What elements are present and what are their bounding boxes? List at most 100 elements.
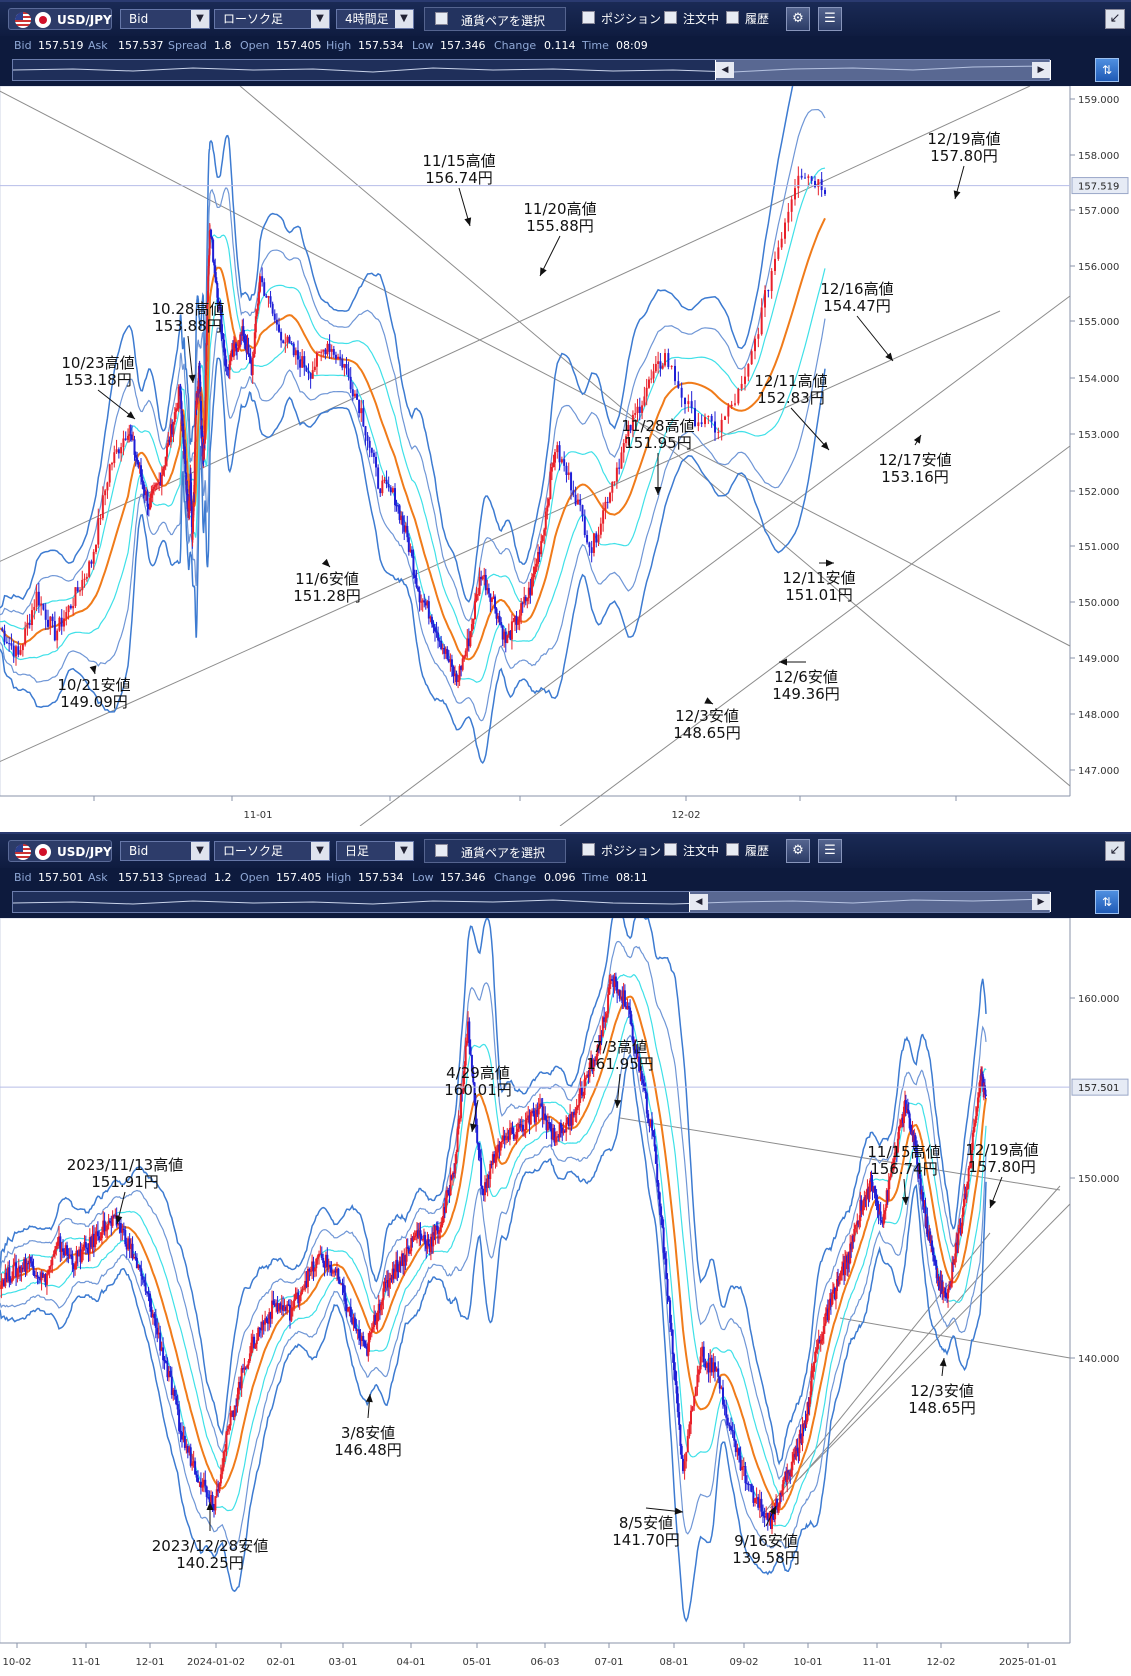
- candle: [217, 297, 220, 305]
- indicator-list-icon[interactable]: ☰: [818, 7, 842, 31]
- select-pair-checkbox[interactable]: [435, 12, 448, 25]
- collapse-icon[interactable]: ↙: [1105, 841, 1125, 861]
- candle: [537, 1107, 540, 1115]
- chart-kind-select[interactable]: ローソク足 ▼: [214, 841, 330, 861]
- candle: [59, 1236, 62, 1253]
- candle: [144, 1282, 147, 1292]
- candle: [781, 1490, 784, 1495]
- candle: [528, 1115, 531, 1125]
- indicator-list-icon[interactable]: ☰: [818, 839, 842, 863]
- navigator-right-handle[interactable]: ▶: [1032, 62, 1050, 78]
- moving-average-line: [0, 217, 826, 661]
- price-type-select[interactable]: Bid ▼: [120, 841, 210, 861]
- candle: [387, 483, 390, 488]
- history-checkbox[interactable]: [726, 11, 739, 24]
- candle: [201, 1484, 204, 1488]
- candle: [202, 1479, 205, 1485]
- symbol-label: USD/JPY: [57, 845, 112, 859]
- candle: [847, 1252, 850, 1270]
- candle: [541, 1106, 544, 1120]
- chart-plot-area[interactable]: 160.000 150.000 140.000 10-02 11-01 12-01 2024…: [0, 902, 1131, 1672]
- navigator-scroll-strip[interactable]: ◀ ▶: [12, 891, 1051, 913]
- candle: [173, 1389, 176, 1397]
- candle: [542, 1113, 545, 1120]
- candle: [945, 1292, 947, 1296]
- candlestick-chart-daily[interactable]: 160.000 150.000 140.000 10-02 11-01 12-01 2024…: [0, 902, 1131, 1672]
- candle: [328, 343, 331, 352]
- candle: [556, 445, 559, 453]
- candle: [480, 1157, 483, 1186]
- candle: [258, 1327, 261, 1329]
- candle: [638, 406, 641, 413]
- candle: [414, 1233, 417, 1236]
- candle: [796, 1447, 799, 1451]
- navigator-right-handle[interactable]: ▶: [1032, 894, 1050, 910]
- zoom-toggle-icon[interactable]: ⇅: [1095, 58, 1119, 82]
- candle: [58, 1236, 60, 1242]
- currency-pair-selector[interactable]: USD/JPY: [8, 8, 112, 30]
- y-tick-label: 151.000: [1078, 542, 1119, 553]
- navigator-window[interactable]: ◀ ▶: [689, 892, 1051, 912]
- toolbar: USD/JPY Bid ▼ ローソク足 ▼ 4時間足 ▼ 通貨ペアを選択 ポジション …: [0, 0, 1131, 36]
- orders-label: 注文中: [683, 844, 720, 858]
- candle: [119, 1223, 122, 1233]
- annotation-label: 148.65円: [673, 724, 741, 742]
- candlestick-chart-4h[interactable]: 159.000 158.000 157.000 156.000 155.000 154.0…: [0, 37, 1131, 827]
- candle: [416, 1230, 418, 1234]
- candle: [575, 1107, 578, 1114]
- chart-plot-area[interactable]: 159.000 158.000 157.000 156.000 155.000 154.0…: [0, 37, 1131, 827]
- candle: [234, 343, 236, 345]
- candle: [229, 353, 232, 361]
- candle: [406, 525, 409, 538]
- position-checkbox[interactable]: [582, 843, 595, 856]
- candle: [804, 1420, 807, 1425]
- timeframe-select[interactable]: 日足 ▼: [336, 841, 414, 861]
- select-pair-button[interactable]: 通貨ペアを選択: [424, 7, 566, 31]
- navigator-window[interactable]: ◀ ▶: [715, 60, 1051, 80]
- current-price-badge: [1071, 177, 1129, 195]
- jp-flag-icon: [35, 844, 51, 860]
- candle: [71, 1255, 74, 1265]
- navigator-scroll-strip[interactable]: ◀ ▶: [12, 59, 1051, 81]
- candle: [801, 1424, 804, 1444]
- candle: [530, 577, 533, 595]
- currency-pair-selector[interactable]: USD/JPY: [8, 840, 112, 862]
- candle: [884, 1207, 887, 1211]
- chart-kind-select[interactable]: ローソク足 ▼: [214, 9, 330, 29]
- position-checkbox[interactable]: [582, 11, 595, 24]
- candle: [481, 1185, 484, 1189]
- candle: [347, 1308, 350, 1312]
- navigator-left-handle[interactable]: ◀: [690, 894, 708, 910]
- candle: [667, 353, 670, 367]
- candle: [79, 1249, 82, 1263]
- zoom-toggle-icon[interactable]: ⇅: [1095, 890, 1119, 914]
- candle: [985, 1094, 987, 1096]
- candle: [76, 587, 79, 592]
- orders-checkbox[interactable]: [664, 843, 677, 856]
- candle: [470, 1054, 473, 1072]
- collapse-icon[interactable]: ↙: [1105, 9, 1125, 29]
- candle: [621, 996, 624, 1004]
- history-checkbox[interactable]: [726, 843, 739, 856]
- candle: [788, 1472, 791, 1474]
- candle: [417, 1230, 420, 1238]
- candle: [872, 1187, 875, 1192]
- candle: [882, 1214, 885, 1225]
- navigator-left-handle[interactable]: ◀: [716, 62, 734, 78]
- candle: [771, 1508, 774, 1529]
- candle: [609, 492, 611, 503]
- candle: [599, 523, 602, 535]
- candle: [510, 621, 513, 640]
- timeframe-select[interactable]: 4時間足 ▼: [336, 9, 414, 29]
- x-tick-label: 02-01: [266, 1657, 295, 1668]
- price-type-select[interactable]: Bid ▼: [120, 9, 210, 29]
- select-pair-button[interactable]: 通貨ペアを選択: [424, 839, 566, 863]
- orders-checkbox[interactable]: [664, 11, 677, 24]
- candle: [243, 335, 246, 340]
- select-pair-checkbox[interactable]: [435, 844, 448, 857]
- candle: [622, 443, 625, 453]
- candle: [294, 350, 297, 356]
- candle: [432, 1232, 435, 1247]
- chart-settings-icon[interactable]: ⚙: [786, 7, 810, 31]
- chart-settings-icon[interactable]: ⚙: [786, 839, 810, 863]
